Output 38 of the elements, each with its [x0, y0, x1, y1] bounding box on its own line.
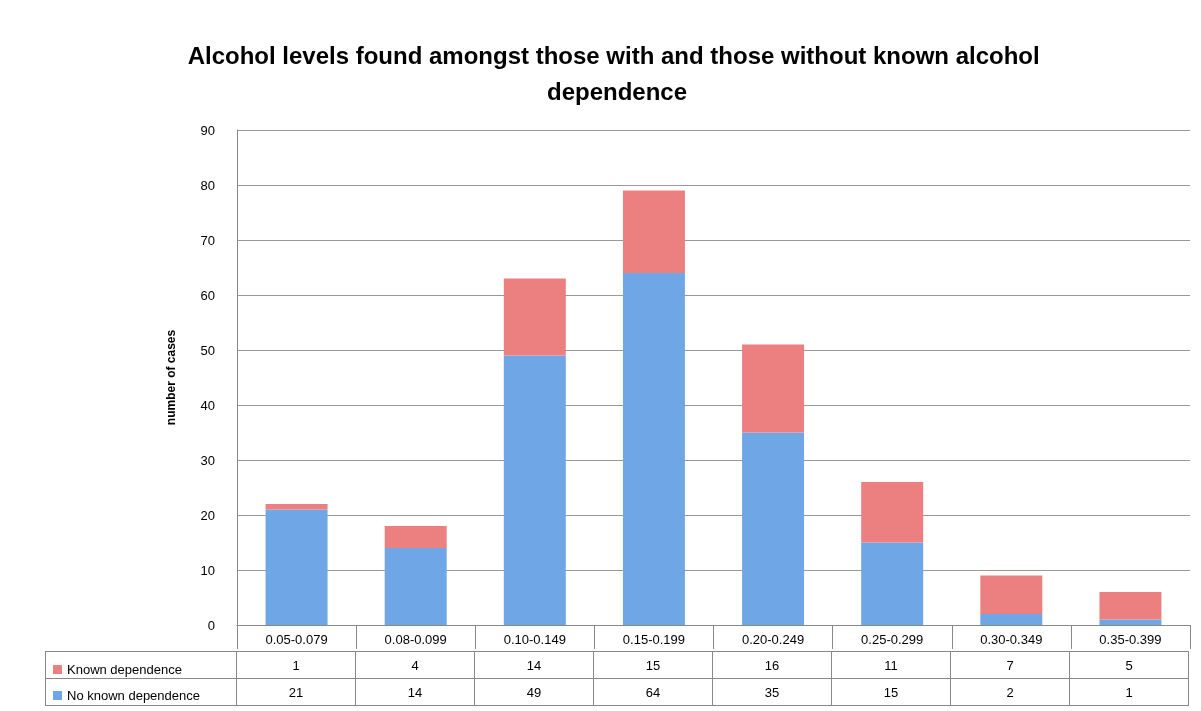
data-label: 2 — [950, 678, 1070, 706]
data-label: 15 — [593, 651, 713, 679]
y-tick-label: 70 — [200, 232, 215, 248]
data-label: 7 — [950, 651, 1070, 679]
data-label: 5 — [1069, 651, 1189, 679]
data-label: 4 — [355, 651, 475, 679]
chart-title: Alcohol levels found amongst those with and those without known alcohol dependence — [187, 41, 1047, 105]
y-tick-label: 30 — [200, 452, 215, 468]
data-label: 15 — [831, 678, 951, 706]
y-tick-label: 0 — [207, 617, 215, 633]
legend-label: Known dependence — [67, 662, 182, 677]
x-tick-label: 0.15-0.199 — [622, 632, 686, 647]
data-label: 21 — [236, 678, 356, 706]
x-tick-label: 0.35-0.399 — [1099, 632, 1162, 647]
data-label: 14 — [355, 678, 475, 706]
y-tick-label: 10 — [200, 562, 215, 578]
x-tick-label: 0.10-0.149 — [503, 632, 566, 647]
y-tick-label: 60 — [200, 287, 215, 303]
x-tick-label: 0.08-0.099 — [384, 632, 447, 647]
x-tick-label: 0.25-0.299 — [861, 632, 924, 647]
data-label: 1 — [236, 651, 356, 679]
y-tick-label: 20 — [200, 507, 215, 523]
data-label: 16 — [712, 651, 832, 679]
data-label: 1 — [1069, 678, 1189, 706]
y-tick-label: 90 — [200, 122, 215, 138]
data-label: 49 — [474, 678, 594, 706]
data-label: 11 — [831, 651, 951, 679]
x-tick-label: 0.20-0.249 — [741, 632, 805, 647]
legend-label: No known dependence — [67, 688, 200, 703]
y-tick-label: 50 — [200, 342, 215, 358]
data-label: 64 — [593, 678, 713, 706]
x-tick-label: 0.30-0.349 — [980, 632, 1043, 647]
x-tick-label: 0.05-0.079 — [265, 632, 328, 647]
y-tick-label: 40 — [200, 397, 215, 413]
y-tick-label: 80 — [200, 177, 215, 193]
y-axis-title: number of cases — [164, 329, 178, 426]
data-label: 14 — [474, 651, 594, 679]
data-label: 35 — [712, 678, 832, 706]
